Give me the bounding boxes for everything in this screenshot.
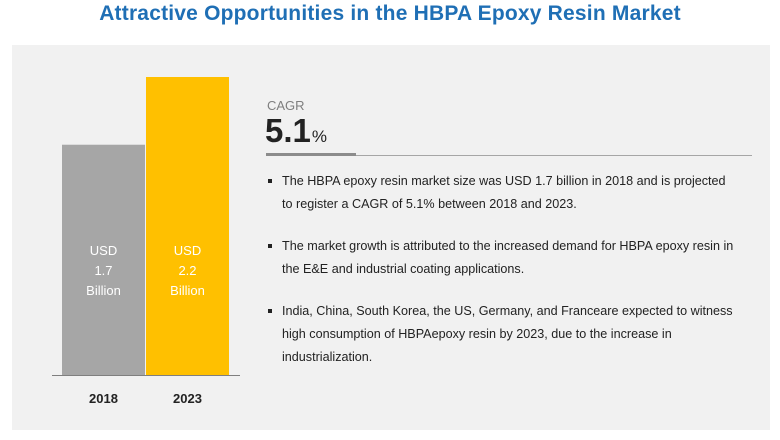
insight-item: The HBPA epoxy resin market size was USD…: [266, 170, 736, 216]
data-label: USD: [174, 243, 201, 258]
bar-2018: [62, 144, 145, 375]
insights-list: The HBPA epoxy resin market size was USD…: [266, 170, 736, 388]
divider-line: [356, 155, 752, 156]
bar-2023: [146, 77, 229, 375]
data-label: Billion: [170, 283, 205, 298]
cagr-value: 5.1%: [265, 111, 327, 157]
data-label: 1.7: [94, 263, 112, 278]
page-title: Attractive Opportunities in the HBPA Epo…: [99, 2, 681, 25]
insight-item: India, China, South Korea, the US, Germa…: [266, 300, 736, 369]
bar-chart: USD 1.7 Billion 2018 USD 2.2 Billion 2023: [52, 77, 240, 406]
x-tick-label: 2023: [173, 391, 202, 406]
cagr-number: 5.1: [265, 112, 311, 149]
data-label: 2.2: [178, 263, 196, 278]
data-label: Billion: [86, 283, 121, 298]
x-tick-label: 2018: [89, 391, 118, 406]
cagr-unit: %: [311, 127, 327, 146]
cagr-underline: [266, 153, 356, 156]
data-label: USD: [90, 243, 117, 258]
insight-item: The market growth is attributed to the i…: [266, 235, 736, 281]
cagr-label: CAGR: [267, 98, 305, 113]
